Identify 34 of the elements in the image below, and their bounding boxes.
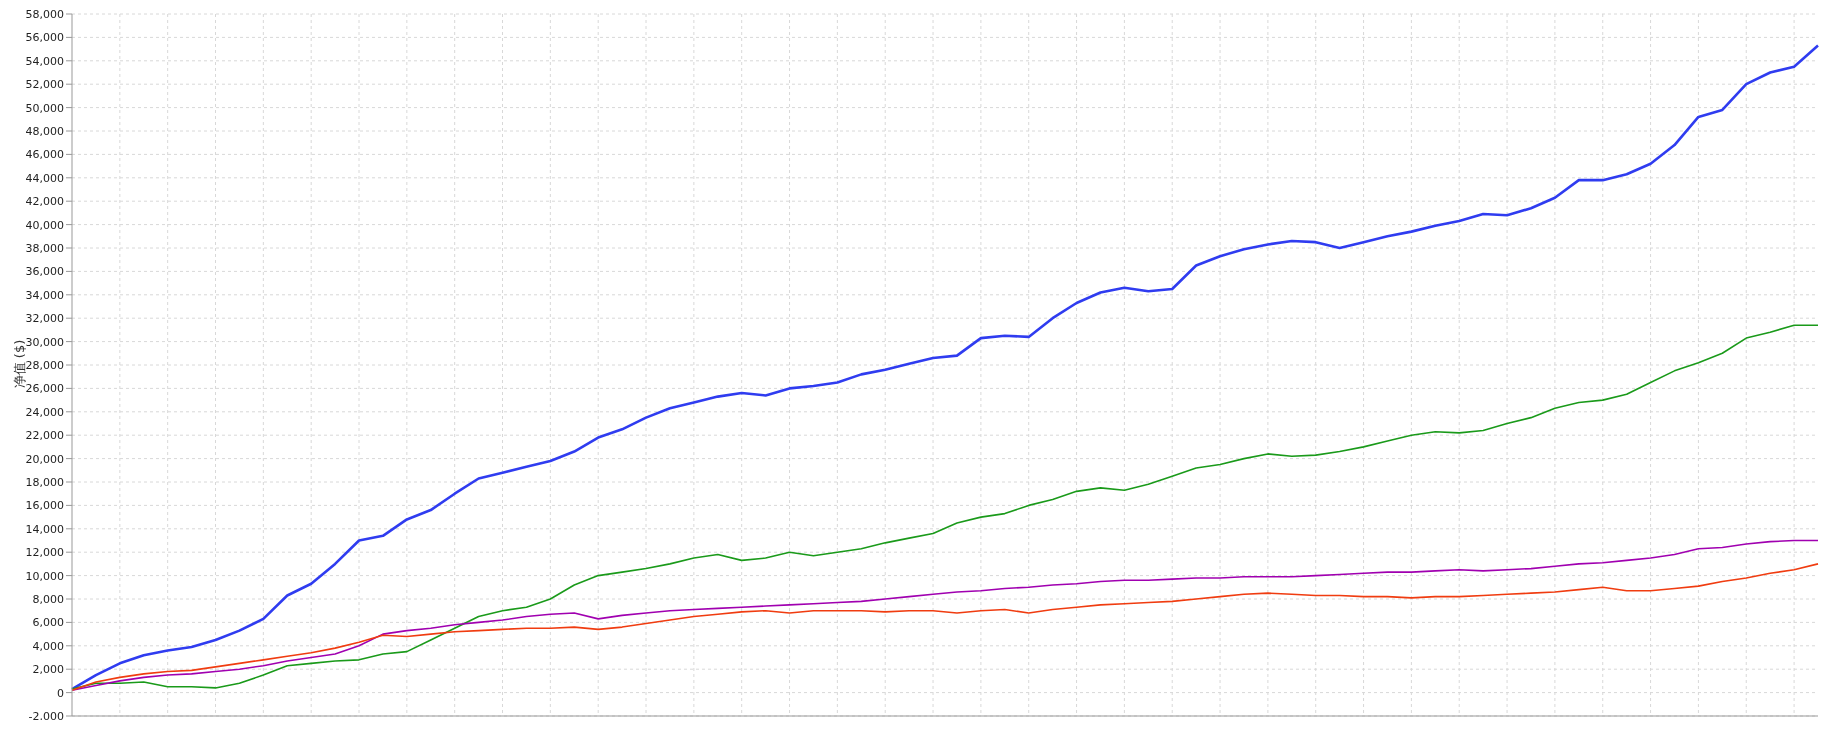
y-tick-label: 58,000: [25, 7, 64, 21]
y-tick-label: 18,000: [25, 475, 64, 489]
y-tick-label: 26,000: [25, 382, 64, 396]
line-series: [71, 324, 1819, 690]
y-tick-label: 56,000: [25, 31, 64, 45]
y-tick-label: 0: [57, 686, 64, 700]
y-tick-label: 38,000: [25, 241, 64, 255]
y-tick-label: 54,000: [25, 54, 64, 68]
y-tick-label: 48,000: [25, 124, 64, 138]
line-series: [70, 44, 1820, 691]
y-tick-label: 6,000: [32, 616, 64, 630]
line-series: [71, 539, 1819, 692]
y-tick-label: 22,000: [25, 429, 64, 443]
y-tick-label: 8,000: [32, 592, 64, 606]
y-tick-label: 12,000: [25, 546, 64, 560]
y-tick-label: 4,000: [32, 639, 64, 653]
y-tick-label: 10,000: [25, 569, 64, 583]
y-tick-label: 16,000: [25, 499, 64, 513]
y-tick-label: 30,000: [25, 335, 64, 349]
y-tick-label: 36,000: [25, 265, 64, 279]
y-tick-label: 46,000: [25, 148, 64, 162]
y-tick-label: 50,000: [25, 101, 64, 115]
y-tick-label: 28,000: [25, 358, 64, 372]
y-tick-label: 40,000: [25, 218, 64, 232]
y-tick-label: 42,000: [25, 195, 64, 209]
y-tick-label: 20,000: [25, 452, 64, 466]
y-tick-label: 44,000: [25, 171, 64, 185]
y-tick-label: 24,000: [25, 405, 64, 419]
y-tick-label: 14,000: [25, 522, 64, 536]
y-tick-label: 32,000: [25, 312, 64, 326]
y-tick-label: 52,000: [25, 78, 64, 92]
y-tick-label: 34,000: [25, 288, 64, 302]
y-tick-label: 2,000: [32, 663, 64, 677]
line-series: [71, 563, 1819, 692]
